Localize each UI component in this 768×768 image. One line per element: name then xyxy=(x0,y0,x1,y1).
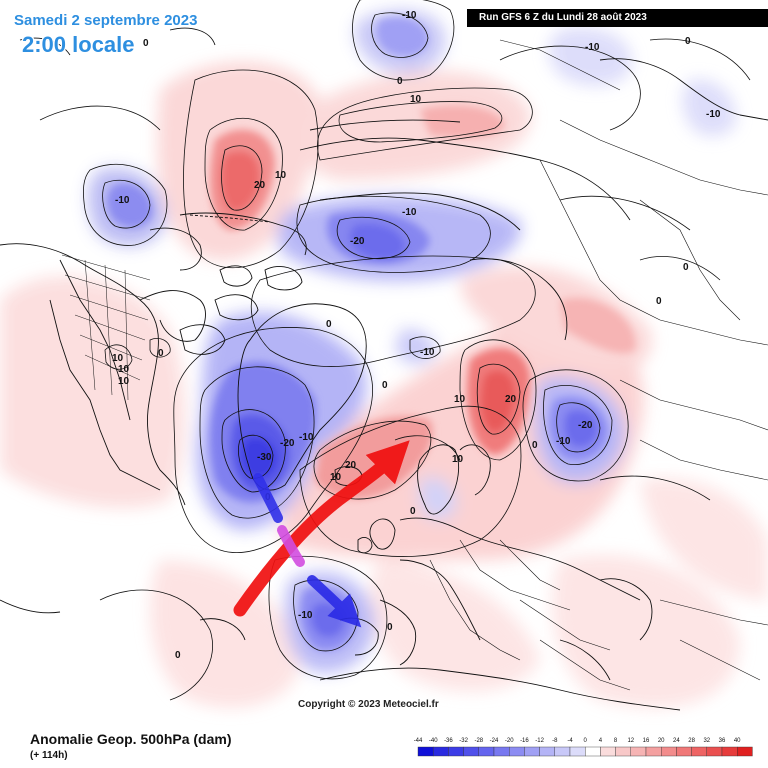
contour-label: -20 xyxy=(350,236,365,247)
contour-label: 10 xyxy=(112,353,124,364)
contour-label: 0 xyxy=(410,506,416,517)
legend-value-label: -36 xyxy=(444,738,453,744)
contour-label: -30 xyxy=(257,452,272,463)
legend-swatch xyxy=(691,746,708,757)
legend-value-label: 4 xyxy=(599,738,603,744)
copyright-text: Copyright © 2023 Meteociel.fr xyxy=(298,699,439,710)
legend-swatch xyxy=(660,746,677,757)
contour-label: -20 xyxy=(578,420,593,431)
legend-swatch xyxy=(630,746,647,757)
legend-swatch xyxy=(706,746,723,757)
forecast-date-title: Samedi 2 septembre 2023 xyxy=(14,12,198,29)
legend-swatch xyxy=(676,746,692,757)
coastlines xyxy=(0,27,768,711)
contour-label: -10 xyxy=(556,436,571,447)
legend-value-label: 8 xyxy=(614,738,618,744)
contour-label: 0 xyxy=(175,650,181,661)
legend-value-label: 36 xyxy=(719,738,726,744)
legend-value-label: 28 xyxy=(688,738,695,744)
legend-value-label: 0 xyxy=(584,738,588,744)
contour-label: -10 xyxy=(585,42,600,53)
legend-labels: -44 -40 -36 -32 -28 -24 -20 -16 -12 -8 -4 0 4 8 12 16 20… xyxy=(414,738,741,744)
contour-label: 10 xyxy=(275,170,287,181)
contour-label: 0 xyxy=(532,440,538,451)
annotation-arrows xyxy=(233,440,410,628)
blue-flow-arrow-south xyxy=(307,575,362,628)
legend-value-label: 12 xyxy=(627,738,634,744)
legend-value-label: 20 xyxy=(658,738,665,744)
contour-label: 0 xyxy=(326,319,332,330)
contour-label: 10 xyxy=(118,364,130,375)
legend-swatch xyxy=(478,746,495,757)
legend-value-label: -12 xyxy=(535,738,544,744)
legend-swatch xyxy=(433,746,449,757)
anomaly-contours xyxy=(39,0,751,701)
contour-label: 0 xyxy=(683,262,689,273)
legend-value-label: -32 xyxy=(459,738,468,744)
legend-value-label: 16 xyxy=(643,738,650,744)
legend-swatch xyxy=(417,746,434,757)
legend-value-label: -28 xyxy=(474,738,483,744)
contour-label: 0 xyxy=(397,76,403,87)
contour-label: -10 xyxy=(420,347,435,358)
legend-value-label: -40 xyxy=(429,738,438,744)
contour-label: 0 xyxy=(387,622,393,633)
legend-value-label: -8 xyxy=(552,738,558,744)
legend-swatch xyxy=(524,746,540,757)
red-flow-arrow xyxy=(233,440,410,617)
contour-label: 0 xyxy=(143,38,149,49)
contour-label: 20 xyxy=(345,460,357,471)
lead-time-label: (+ 114h) xyxy=(30,750,68,761)
contour-label: 0 xyxy=(382,380,388,391)
contour-label: -10 xyxy=(402,207,417,218)
contour-label: 10 xyxy=(454,394,466,405)
legend-value-label: -16 xyxy=(520,738,529,744)
contour-label: 20 xyxy=(254,180,266,191)
contour-label: -10 xyxy=(115,195,130,206)
legend-swatch xyxy=(600,746,616,757)
contour-label: -10 xyxy=(706,109,721,120)
contour-label: 10 xyxy=(410,94,422,105)
legend-swatch xyxy=(737,746,753,757)
contour-label: 0 xyxy=(158,348,164,359)
color-legend: -44 -40 -36 -32 -28 -24 -20 -16 -12 -8 -4 0 4 8 12 16 20… xyxy=(414,738,753,757)
legend-swatch xyxy=(584,746,601,757)
legend-swatch xyxy=(721,746,738,757)
contour-label: -10 xyxy=(299,432,314,443)
magenta-overlap xyxy=(277,525,305,567)
contour-label: -10 xyxy=(298,610,313,621)
legend-value-label: -20 xyxy=(505,738,514,744)
contour-label: -20 xyxy=(280,438,295,449)
contour-label: 0 xyxy=(656,296,662,307)
legend-swatch xyxy=(463,746,479,757)
contour-labels: -10 0 -10 0 -10 10 -10 20 10 0 -10 -20 0… xyxy=(112,10,721,661)
legend-value-label: -44 xyxy=(414,738,423,744)
legend-swatch xyxy=(448,746,464,757)
contour-label: 0 xyxy=(685,36,691,47)
legend-swatch xyxy=(508,746,525,757)
parameter-title: Anomalie Geop. 500hPa (dam) xyxy=(30,731,232,747)
contour-label: 10 xyxy=(118,376,130,387)
legend-value-label: 32 xyxy=(703,738,710,744)
contour-label: 20 xyxy=(505,394,517,405)
contour-label: 10 xyxy=(330,472,342,483)
legend-value-label: -4 xyxy=(567,738,573,744)
contour-label: 10 xyxy=(452,454,464,465)
legend-swatch xyxy=(645,746,662,757)
legend-swatch xyxy=(493,746,510,757)
legend-swatch xyxy=(539,746,555,757)
legend-value-label: 40 xyxy=(734,738,741,744)
contour-label: -10 xyxy=(402,10,417,21)
legend-swatches xyxy=(417,746,753,757)
legend-value-label: -24 xyxy=(490,738,499,744)
legend-value-label: 24 xyxy=(673,738,680,744)
model-run-info: Run GFS 6 Z du Lundi 28 août 2023 xyxy=(467,9,768,27)
legend-swatch xyxy=(554,746,571,757)
forecast-time-title: 2:00 locale xyxy=(22,32,135,57)
legend-swatch xyxy=(615,746,632,757)
blue-flow-arrow-north xyxy=(253,473,283,523)
legend-swatch xyxy=(569,746,586,757)
